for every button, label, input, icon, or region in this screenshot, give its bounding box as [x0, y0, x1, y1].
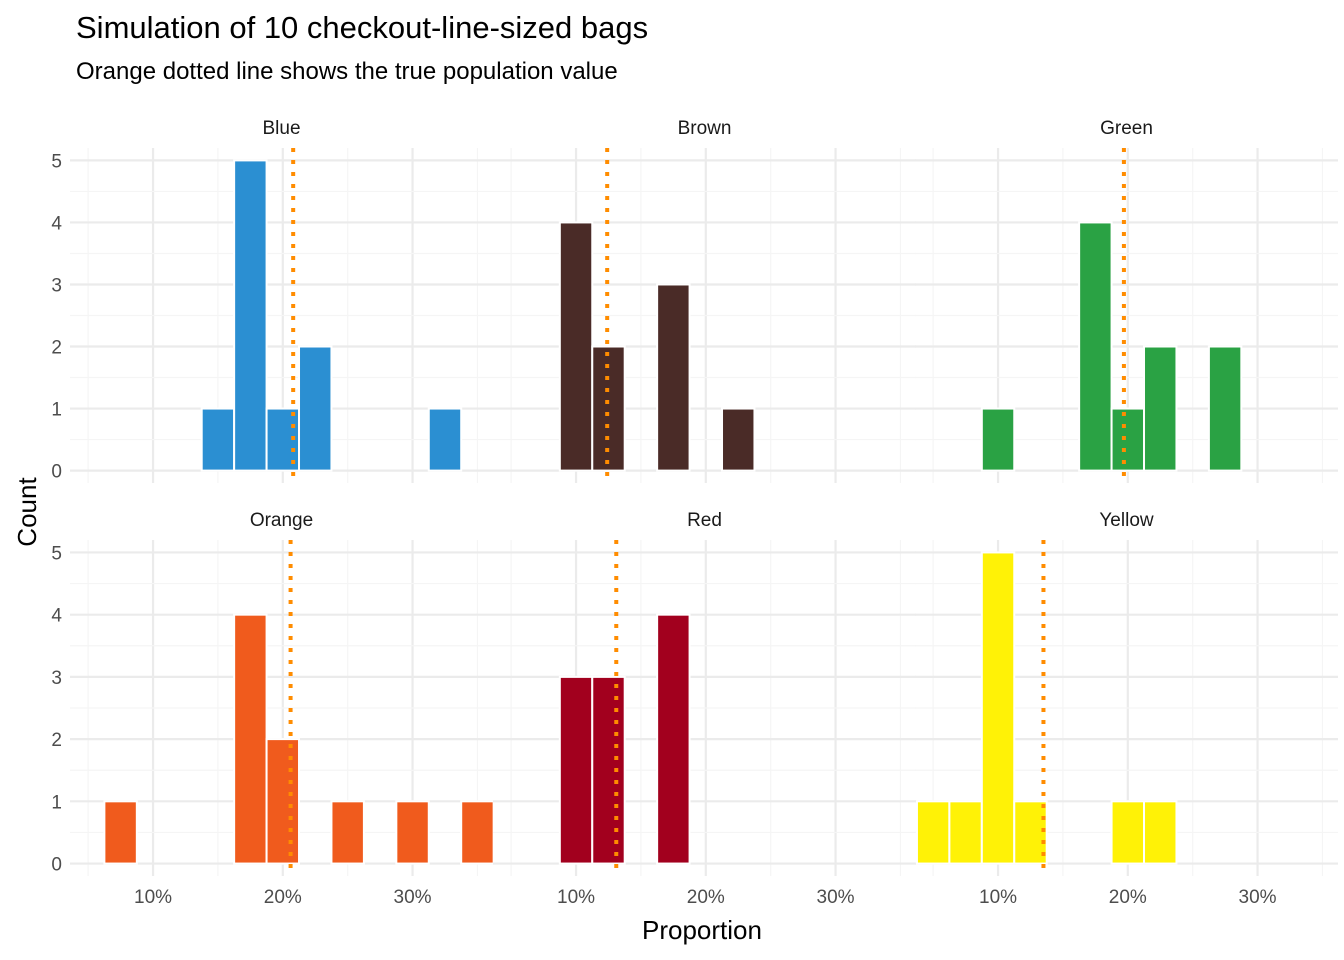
bar-orange	[265, 738, 301, 865]
bar-brown	[656, 283, 691, 472]
bar-yellow	[915, 800, 951, 865]
bar-red	[656, 613, 691, 865]
bar-blue	[298, 345, 333, 472]
y-tick-label: 4	[51, 213, 62, 234]
bar-brown	[721, 407, 756, 472]
bar-orange	[103, 800, 138, 865]
x-tick-label: 30%	[817, 887, 855, 908]
x-tick-label: 10%	[979, 887, 1017, 908]
bar-yellow	[1110, 800, 1146, 865]
y-tick-label: 1	[51, 792, 62, 813]
bar-yellow	[1013, 800, 1048, 865]
facet-label-yellow: Yellow	[1099, 510, 1154, 531]
bar-green	[1078, 221, 1113, 472]
x-tick-label: 20%	[687, 887, 725, 908]
x-tick-label: 10%	[557, 887, 595, 908]
bar-blue	[200, 407, 236, 472]
y-tick-label: 2	[51, 338, 62, 359]
y-tick-label: 3	[51, 275, 62, 296]
y-tick-label: 3	[51, 668, 62, 689]
y-tick-label: 0	[51, 462, 62, 483]
y-tick-label: 5	[51, 151, 62, 172]
y-tick-label: 4	[51, 606, 62, 627]
bar-green	[1110, 407, 1146, 472]
bar-red	[591, 675, 626, 865]
chart-subtitle: Orange dotted line shows the true popula…	[76, 58, 618, 85]
facet-label-green: Green	[1100, 118, 1153, 139]
bar-green	[1143, 345, 1178, 472]
chart-title: Simulation of 10 checkout-line-sized bag…	[76, 10, 649, 45]
facet-label-orange: Orange	[250, 510, 313, 531]
bar-yellow	[948, 800, 983, 865]
bar-orange	[233, 613, 268, 865]
x-axis-title: Proportion	[642, 915, 762, 945]
bar-blue	[427, 407, 463, 472]
y-tick-label: 1	[51, 400, 62, 421]
bar-green	[1207, 345, 1243, 472]
bar-brown	[558, 221, 594, 472]
bar-orange	[460, 800, 495, 865]
y-tick-label: 5	[51, 543, 62, 564]
facet-label-brown: Brown	[678, 118, 732, 139]
bar-yellow	[980, 551, 1016, 865]
facet-label-blue: Blue	[262, 118, 300, 139]
bar-orange	[395, 800, 430, 865]
x-tick-label: 10%	[134, 887, 172, 908]
bar-red	[558, 675, 594, 865]
y-tick-label: 2	[51, 730, 62, 751]
bar-green	[980, 407, 1016, 472]
x-tick-label: 20%	[1109, 887, 1147, 908]
y-axis-title: Count	[12, 477, 42, 547]
bar-yellow	[1143, 800, 1178, 865]
y-tick-label: 0	[51, 855, 62, 876]
x-tick-label: 30%	[394, 887, 432, 908]
x-tick-label: 20%	[264, 887, 302, 908]
facet-label-red: Red	[687, 510, 722, 531]
bar-blue	[233, 159, 268, 472]
x-tick-label: 30%	[1239, 887, 1277, 908]
bar-orange	[330, 800, 365, 865]
